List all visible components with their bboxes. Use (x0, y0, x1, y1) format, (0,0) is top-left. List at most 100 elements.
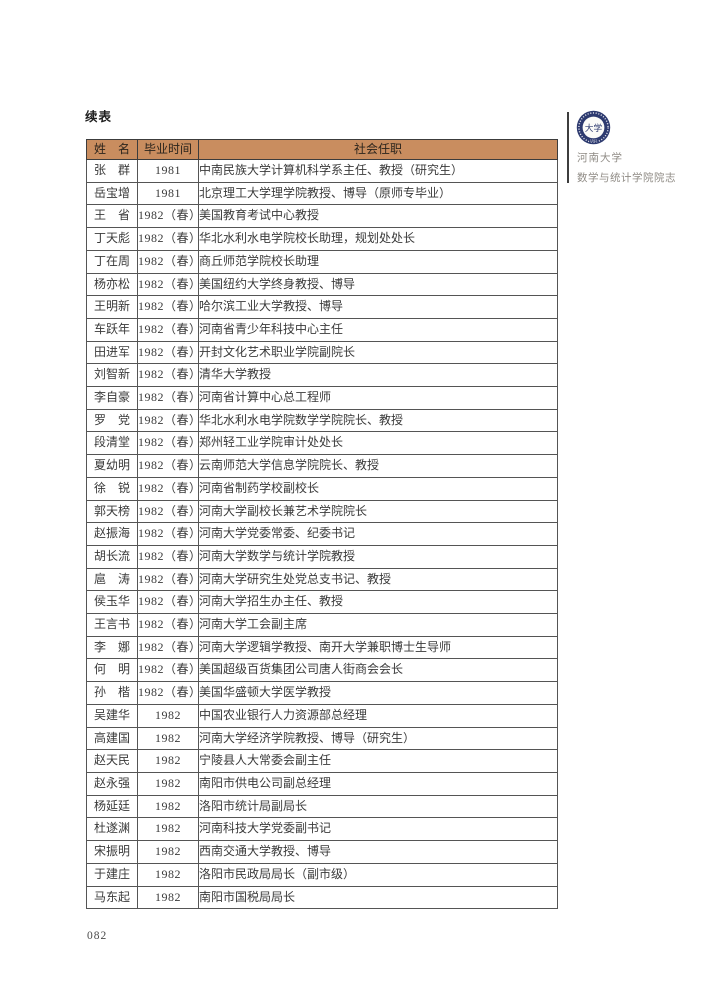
table-row: 孙 楷 1982（春） 美国华盛顿大学医学教授 (86, 681, 558, 705)
sidebar-journal-title: 数学与统计学院院志 (577, 173, 676, 184)
cell-social-position: 北京理工大学理学院教授、博导（原师专毕业） (198, 181, 558, 206)
cell-name: 宋振明 (86, 840, 138, 864)
cell-social-position: 河南大学经济学院教授、博导（研究生） (198, 726, 558, 751)
cell-social-position: 河南省计算中心总工程师 (198, 386, 558, 410)
cell-name: 吴建华 (86, 703, 138, 728)
table-row: 李自豪 1982（春） 河南省计算中心总工程师 (86, 386, 558, 410)
table-row: 段清堂 1982（春） 郑州轻工业学院审计处处长 (86, 431, 558, 456)
cell-graduation-time: 1982（春） (137, 454, 199, 478)
table-row: 田进军 1982（春） 开封文化艺术职业学院副院长 (86, 340, 558, 365)
cell-social-position: 河南大学研究生处党总支书记、教授 (198, 567, 558, 592)
cell-name: 李自豪 (86, 386, 138, 410)
cell-graduation-time: 1982 (137, 771, 199, 796)
cell-social-position: 华北水利水电学院校长助理，规划处处长 (198, 227, 558, 251)
table-row: 杜遂渊 1982 河南科技大学党委副书记 (86, 817, 558, 842)
cell-graduation-time: 1982（春） (137, 249, 199, 274)
cell-social-position: 河南大学数学与统计学院教授 (198, 544, 558, 569)
cell-name: 王言书 (86, 613, 138, 637)
table-row: 王 省 1982（春） 美国教育考试中心教授 (86, 204, 558, 229)
table-row: 马东起 1982 南阳市国税局局长 (86, 885, 558, 910)
cell-graduation-time: 1981 (137, 181, 199, 206)
cell-name: 王明新 (86, 295, 138, 319)
cell-graduation-time: 1982（春） (137, 522, 199, 546)
table-row: 何 明 1982（春） 美国超级百货集团公司唐人街商会会长 (86, 658, 558, 683)
table-row: 刘智新 1982（春） 清华大学教授 (86, 363, 558, 388)
cell-name: 王 省 (86, 204, 138, 229)
cell-social-position: 中南民族大学计算机科学系主任、教授（研究生） (198, 159, 558, 183)
seal-center-text: 大学 (585, 122, 603, 133)
cell-graduation-time: 1982（春） (137, 613, 199, 637)
table-row: 罗 党 1982（春） 华北水利水电学院数学学院院长、教授 (86, 408, 558, 433)
table-row: 张 群 1981 中南民族大学计算机科学系主任、教授（研究生） (86, 159, 558, 183)
cell-graduation-time: 1982 (137, 749, 199, 773)
cell-name: 杨亦松 (86, 272, 138, 297)
cell-graduation-time: 1982（春） (137, 386, 199, 410)
cell-name: 丁天彪 (86, 227, 138, 251)
table-header: 姓 名 毕业时间 社会任职 (86, 139, 558, 160)
cell-name: 田进军 (86, 340, 138, 365)
cell-social-position: 河南大学副校长兼艺术学院院长 (198, 499, 558, 524)
cell-social-position: 美国教育考试中心教授 (198, 204, 558, 229)
cell-name: 郭天榜 (86, 499, 138, 524)
cell-social-position: 商丘师范学院校长助理 (198, 249, 558, 274)
henan-university-seal-icon: 大学 1912 (576, 110, 611, 145)
cell-graduation-time: 1982（春） (137, 658, 199, 683)
cell-graduation-time: 1982（春） (137, 408, 199, 433)
table-row: 夏幼明 1982（春） 云南师范大学信息学院院长、教授 (86, 454, 558, 478)
cell-name: 张 群 (86, 159, 138, 183)
cell-graduation-time: 1982 (137, 840, 199, 864)
cell-name: 侯玉华 (86, 590, 138, 615)
cell-name: 赵振海 (86, 522, 138, 546)
cell-name: 于建庄 (86, 862, 138, 887)
cell-graduation-time: 1982 (137, 726, 199, 751)
continued-table-label: 续表 (85, 110, 113, 124)
cell-social-position: 南阳市供电公司副总经理 (198, 771, 558, 796)
cell-graduation-time: 1982（春） (137, 363, 199, 388)
table-row: 王明新 1982（春） 哈尔滨工业大学教授、博导 (86, 295, 558, 319)
sidebar-university-name: 河南大学 (577, 153, 623, 164)
cell-social-position: 河南大学工会副主席 (198, 613, 558, 637)
cell-graduation-time: 1982（春） (137, 635, 199, 660)
cell-name: 马东起 (86, 885, 138, 910)
table-body: 张 群 1981 中南民族大学计算机科学系主任、教授（研究生） 岳宝增 1981… (86, 159, 558, 910)
cell-social-position: 河南省青少年科技中心主任 (198, 317, 558, 342)
cell-social-position: 哈尔滨工业大学教授、博导 (198, 295, 558, 319)
cell-social-position: 西南交通大学教授、博导 (198, 840, 558, 864)
cell-name: 胡长流 (86, 544, 138, 569)
table-row: 王言书 1982（春） 河南大学工会副主席 (86, 613, 558, 637)
table-row: 徐 锐 1982（春） 河南省制药学校副校长 (86, 476, 558, 501)
cell-social-position: 华北水利水电学院数学学院院长、教授 (198, 408, 558, 433)
cell-graduation-time: 1982（春） (137, 431, 199, 456)
cell-graduation-time: 1982（春） (137, 544, 199, 569)
table-row: 郭天榜 1982（春） 河南大学副校长兼艺术学院院长 (86, 499, 558, 524)
cell-graduation-time: 1982（春） (137, 272, 199, 297)
cell-graduation-time: 1982（春） (137, 340, 199, 365)
cell-social-position: 河南大学招生办主任、教授 (198, 590, 558, 615)
cell-graduation-time: 1982（春） (137, 204, 199, 229)
header-name: 姓 名 (86, 139, 138, 160)
cell-social-position: 美国超级百货集团公司唐人街商会会长 (198, 658, 558, 683)
cell-graduation-time: 1982 (137, 703, 199, 728)
seal-year-text: 1912 (590, 138, 597, 142)
cell-name: 罗 党 (86, 408, 138, 433)
table-row: 宋振明 1982 西南交通大学教授、博导 (86, 840, 558, 864)
cell-graduation-time: 1982（春） (137, 476, 199, 501)
table-row: 岳宝增 1981 北京理工大学理学院教授、博导（原师专毕业） (86, 181, 558, 206)
cell-social-position: 美国纽约大学终身教授、博导 (198, 272, 558, 297)
cell-graduation-time: 1982（春） (137, 681, 199, 705)
cell-graduation-time: 1981 (137, 159, 199, 183)
cell-name: 何 明 (86, 658, 138, 683)
page-number: 082 (87, 930, 108, 942)
table-row: 赵振海 1982（春） 河南大学党委常委、纪委书记 (86, 522, 558, 546)
cell-social-position: 河南科技大学党委副书记 (198, 817, 558, 842)
cell-graduation-time: 1982 (137, 794, 199, 819)
cell-social-position: 郑州轻工业学院审计处处长 (198, 431, 558, 456)
cell-name: 丁在周 (86, 249, 138, 274)
cell-name: 赵天民 (86, 749, 138, 773)
cell-social-position: 清华大学教授 (198, 363, 558, 388)
cell-social-position: 宁陵县人大常委会副主任 (198, 749, 558, 773)
table-row: 赵天民 1982 宁陵县人大常委会副主任 (86, 749, 558, 773)
table-row: 杨延廷 1982 洛阳市统计局副局长 (86, 794, 558, 819)
table-row: 吴建华 1982 中国农业银行人力资源部总经理 (86, 703, 558, 728)
